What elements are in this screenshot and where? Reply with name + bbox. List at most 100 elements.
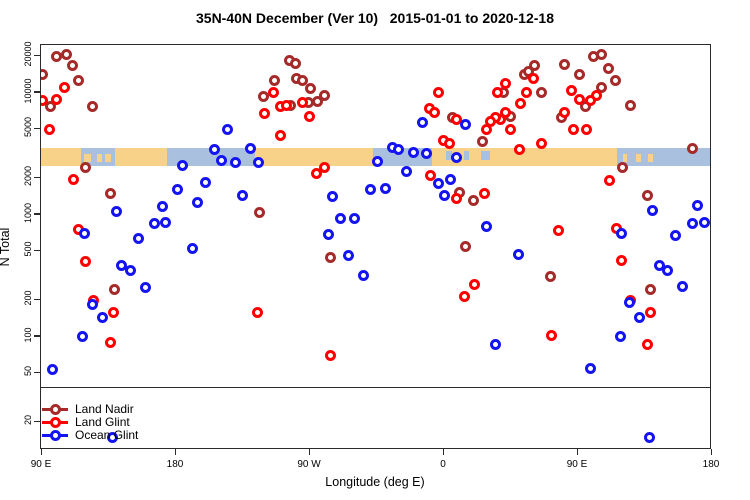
y-tick-mark xyxy=(34,371,40,374)
y-tick-label: 20 xyxy=(23,415,33,426)
x-axis-title: Longitude (deg E) xyxy=(325,475,425,489)
scatter-point-ocean-glint xyxy=(116,259,128,271)
scatter-point-ocean-glint xyxy=(490,339,502,351)
map-band-island xyxy=(104,154,111,163)
world-map-band xyxy=(41,148,710,166)
legend-key-ring xyxy=(50,404,61,415)
y-tick-mark xyxy=(34,213,40,215)
scatter-point-ocean-glint xyxy=(97,312,109,324)
scatter-point-land-nadir xyxy=(596,49,608,61)
scatter-point-ocean-glint xyxy=(335,212,347,224)
scatter-point-land-nadir xyxy=(254,206,266,218)
scatter-point-ocean-glint xyxy=(670,229,682,241)
scatter-point-land-nadir xyxy=(41,68,49,80)
scatter-point-land-nadir xyxy=(529,60,541,72)
scatter-point-ocean-glint xyxy=(358,270,370,282)
scatter-point-land-glint xyxy=(514,144,526,156)
map-band-land-segment xyxy=(432,148,617,166)
map-band-island xyxy=(83,154,92,163)
scatter-point-ocean-glint xyxy=(616,227,628,239)
x-tick-label: 180 xyxy=(166,459,184,470)
scatter-point-ocean-glint xyxy=(445,173,457,185)
scatter-point-ocean-glint xyxy=(393,144,405,156)
scatter-point-land-glint xyxy=(325,350,337,362)
scatter-point-land-glint xyxy=(566,84,578,96)
scatter-point-land-glint xyxy=(485,115,497,127)
scatter-point-land-glint xyxy=(546,329,558,341)
map-band-lake xyxy=(481,150,491,160)
scatter-point-land-glint xyxy=(574,93,586,105)
scatter-point-ocean-glint xyxy=(699,216,710,228)
scatter-point-ocean-glint xyxy=(237,190,249,202)
scatter-point-land-nadir xyxy=(312,95,324,107)
y-tick-label: 100 xyxy=(23,327,33,343)
scatter-point-ocean-glint xyxy=(687,217,699,229)
y-tick-label: 500 xyxy=(23,241,33,257)
legend-key-ring xyxy=(50,430,61,441)
x-tick-label: 90 W xyxy=(297,459,321,470)
scatter-point-ocean-glint xyxy=(615,331,627,343)
scatter-point-ocean-glint xyxy=(107,431,119,443)
scatter-point-ocean-glint xyxy=(209,144,221,156)
scatter-point-land-glint xyxy=(492,87,504,99)
scatter-point-ocean-glint xyxy=(692,200,704,212)
scatter-point-land-glint xyxy=(568,123,580,135)
scatter-point-land-glint xyxy=(105,337,117,349)
scatter-point-ocean-glint xyxy=(451,152,463,164)
y-tick-label: 5000 xyxy=(23,117,33,138)
scatter-point-land-glint xyxy=(268,87,280,99)
x-tick-label: 90 E xyxy=(566,459,588,470)
y-tick-mark xyxy=(34,54,40,56)
y-tick-label: 2000 xyxy=(23,165,33,187)
legend-label: Ocean Glint xyxy=(75,428,139,442)
legend-label: Land Nadir xyxy=(75,402,134,416)
scatter-point-land-glint xyxy=(645,307,657,319)
scatter-point-ocean-glint xyxy=(47,363,59,375)
scatter-point-land-nadir xyxy=(105,188,117,200)
scatter-point-land-glint xyxy=(479,188,491,200)
scatter-point-land-nadir xyxy=(297,75,309,87)
scatter-point-land-nadir xyxy=(625,99,637,111)
scatter-point-land-glint xyxy=(616,255,628,267)
scatter-point-land-nadir xyxy=(574,68,586,80)
scatter-point-ocean-glint xyxy=(172,184,184,196)
scatter-point-ocean-glint xyxy=(111,205,123,217)
scatter-point-ocean-glint xyxy=(133,232,145,244)
legend-divider-line xyxy=(41,386,710,388)
scatter-point-land-glint xyxy=(425,170,437,182)
scatter-point-land-glint xyxy=(68,174,80,186)
scatter-point-land-nadir xyxy=(536,87,548,99)
scatter-point-ocean-glint xyxy=(460,119,472,131)
legend-label: Land Glint xyxy=(75,415,130,429)
scatter-point-ocean-glint xyxy=(433,178,445,190)
scatter-point-land-nadir xyxy=(642,189,654,201)
scatter-point-ocean-glint xyxy=(481,221,493,233)
scatter-point-land-glint xyxy=(259,107,271,119)
scatter-point-ocean-glint xyxy=(677,281,689,293)
scatter-point-land-glint xyxy=(429,106,441,118)
scatter-point-land-nadir xyxy=(61,49,73,61)
x-tick-mark xyxy=(442,449,444,455)
scatter-point-land-glint xyxy=(553,225,565,237)
scatter-point-land-nadir xyxy=(596,81,608,93)
scatter-point-land-nadir xyxy=(559,59,571,71)
scatter-point-land-glint xyxy=(297,96,309,108)
scatter-point-land-glint xyxy=(451,193,463,205)
scatter-point-ocean-glint xyxy=(87,298,99,310)
map-band-island xyxy=(97,154,102,163)
scatter-point-land-glint xyxy=(304,110,316,122)
scatter-point-land-nadir xyxy=(460,241,472,253)
scatter-point-land-glint xyxy=(281,99,293,111)
y-tick-label: 20000 xyxy=(23,41,33,67)
scatter-point-land-glint xyxy=(459,291,471,303)
scatter-point-land-glint xyxy=(41,94,49,106)
map-band-island xyxy=(622,154,628,163)
scatter-point-ocean-glint xyxy=(513,249,525,261)
scatter-point-land-nadir xyxy=(87,101,99,113)
scatter-point-land-nadir xyxy=(305,82,317,94)
scatter-point-land-glint xyxy=(80,256,92,268)
y-tick-mark xyxy=(34,127,40,130)
scatter-point-land-glint xyxy=(521,86,533,98)
y-tick-mark xyxy=(34,91,40,93)
